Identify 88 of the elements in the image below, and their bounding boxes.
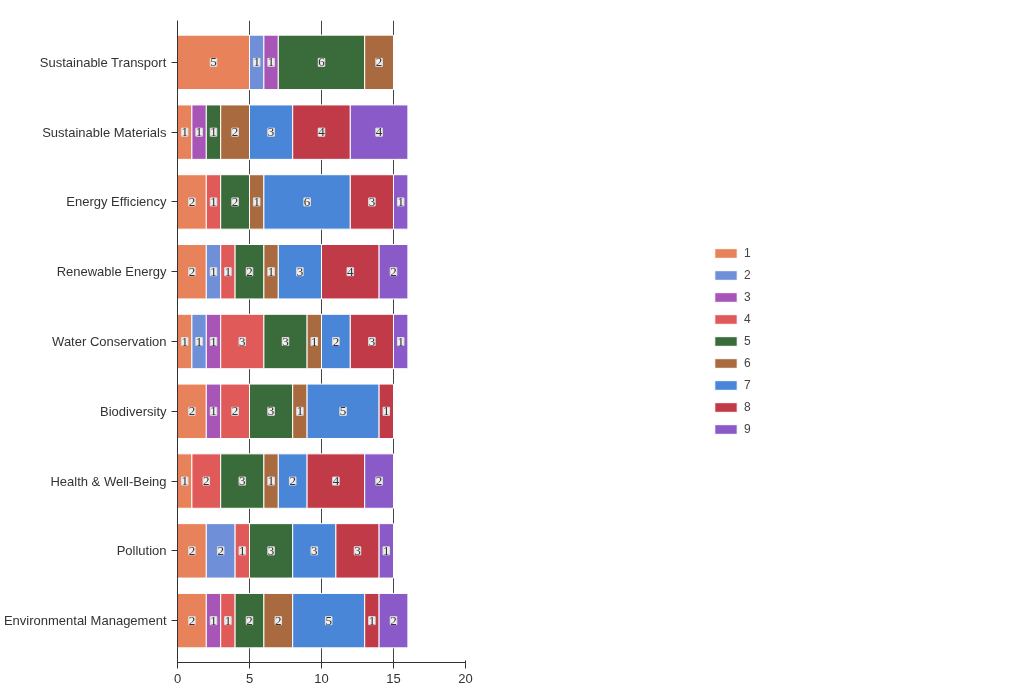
- data-label: 1: [253, 54, 260, 70]
- data-label: 1: [253, 193, 260, 209]
- data-label: 2: [188, 612, 196, 628]
- data-label: 1: [397, 193, 404, 209]
- data-label: 3: [368, 333, 376, 349]
- y-tick-label: Water Conservation: [52, 334, 167, 349]
- data-label: 1: [210, 612, 217, 628]
- data-label: 2: [275, 612, 282, 628]
- data-label: 3: [239, 333, 246, 349]
- y-tick-label: Renewable Energy: [56, 264, 167, 280]
- data-label: 2: [188, 263, 196, 279]
- x-tick-label: 20: [458, 670, 473, 686]
- y-tick-label: Energy Efficiency: [66, 194, 167, 210]
- data-label: 6: [303, 193, 311, 209]
- data-label: 2: [246, 612, 253, 628]
- data-label: 1: [195, 124, 203, 140]
- data-label: 2: [390, 263, 397, 279]
- data-label: 1: [210, 333, 217, 349]
- y-tick-label: Biodiversity: [100, 403, 167, 419]
- legend-label: 9: [744, 422, 752, 436]
- data-label: 2: [203, 473, 210, 489]
- data-label: 2: [375, 54, 383, 70]
- data-label: 1: [210, 403, 217, 419]
- data-label: 5: [210, 54, 217, 70]
- legend-label: 8: [744, 400, 752, 414]
- data-label: 3: [354, 542, 361, 558]
- data-label: 2: [390, 612, 397, 628]
- data-label: 2: [231, 124, 239, 140]
- data-label: 1: [397, 333, 404, 349]
- data-label: 3: [267, 124, 275, 140]
- data-label: 2: [375, 473, 383, 489]
- data-label: 2: [289, 473, 296, 489]
- x-tick-label: 15: [386, 670, 401, 686]
- data-label: 1: [267, 263, 275, 279]
- y-tick-label: Health & Well-Being: [50, 473, 167, 489]
- legend-label: 6: [744, 356, 752, 370]
- data-label: 1: [383, 403, 390, 419]
- data-label: 6: [318, 54, 326, 70]
- data-label: 1: [210, 193, 217, 209]
- data-label: 3: [239, 473, 246, 489]
- data-label: 4: [375, 124, 383, 140]
- data-label: 3: [267, 542, 275, 558]
- data-label: 2: [188, 403, 196, 419]
- data-label: 1: [267, 54, 275, 70]
- data-label: 3: [267, 403, 275, 419]
- data-label: 2: [231, 193, 239, 209]
- data-label: 1: [181, 124, 188, 140]
- legend-label: 5: [744, 334, 752, 348]
- data-label: 2: [246, 263, 253, 279]
- data-label: 1: [368, 612, 376, 628]
- data-label: 2: [231, 403, 239, 419]
- data-label: 5: [325, 612, 332, 628]
- data-label: 1: [224, 263, 232, 279]
- legend-label: 4: [744, 312, 752, 326]
- data-label: 3: [368, 193, 376, 209]
- data-label: 1: [239, 542, 246, 558]
- data-label: 1: [311, 333, 318, 349]
- legend-label: 1: [744, 246, 752, 260]
- data-label: 2: [188, 193, 196, 209]
- data-label: 1: [195, 333, 203, 349]
- data-label: 1: [210, 124, 217, 140]
- y-tick-label: Environmental Management: [3, 613, 167, 629]
- y-tick-label: Sustainable Transport: [39, 54, 167, 70]
- data-label: 3: [282, 333, 289, 349]
- data-label: 1: [181, 333, 188, 349]
- data-label: 1: [210, 263, 217, 279]
- data-label: 1: [224, 612, 232, 628]
- data-label: 1: [296, 403, 304, 419]
- data-label: 1: [267, 473, 275, 489]
- legend-label: 7: [744, 378, 752, 392]
- y-tick-label: Pollution: [116, 543, 167, 559]
- x-tick-label: 5: [245, 670, 254, 686]
- y-tick-label: Sustainable Materials: [42, 124, 167, 140]
- x-tick-label: 10: [314, 670, 329, 686]
- data-label: 4: [347, 263, 355, 279]
- data-label: 2: [188, 542, 196, 558]
- x-tick-label: 0: [173, 670, 182, 686]
- legend-label: 3: [744, 290, 752, 304]
- data-label: 2: [332, 333, 340, 349]
- data-label: 3: [296, 263, 304, 279]
- data-label: 4: [332, 473, 340, 489]
- data-label: 4: [318, 124, 326, 140]
- legend-label: 2: [744, 268, 752, 282]
- data-label: 1: [181, 473, 188, 489]
- data-label: 1: [383, 542, 390, 558]
- data-label: 5: [339, 403, 347, 419]
- data-label: 2: [217, 542, 224, 558]
- data-label: 3: [311, 542, 318, 558]
